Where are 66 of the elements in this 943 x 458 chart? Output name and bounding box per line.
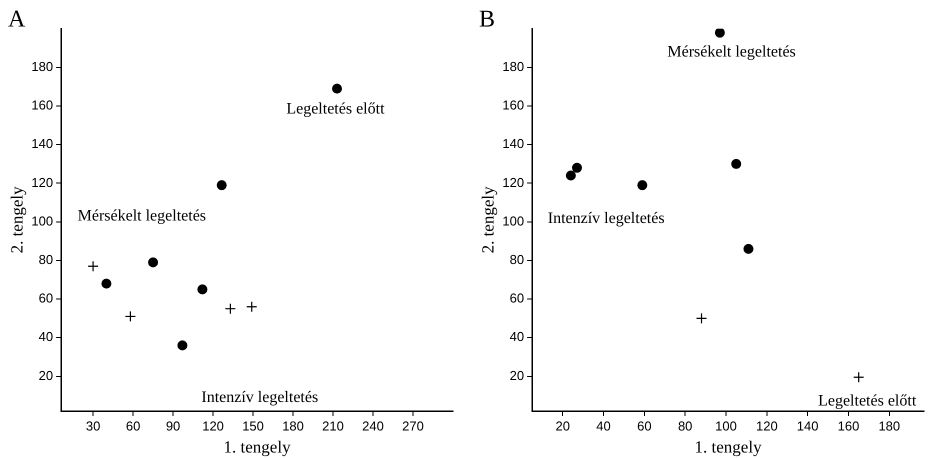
annotation: Intenzív legeltetés	[201, 388, 318, 406]
y-tick-label: 60	[38, 290, 54, 306]
point	[714, 28, 725, 38]
point	[87, 260, 99, 272]
annotation: Mérsékelt legeltetés	[78, 207, 206, 224]
y-tick-label: 180	[31, 58, 54, 74]
point	[216, 180, 227, 190]
x-tick-label: 20	[555, 418, 570, 434]
point	[124, 310, 136, 322]
x-tick-label: 240	[362, 418, 384, 434]
point	[197, 284, 208, 294]
point	[246, 301, 258, 312]
y-tick-label: 80	[510, 252, 524, 268]
x-tick-label: 120	[202, 418, 224, 434]
y-tick-label: 180	[502, 58, 524, 74]
y-tick-label: 20	[38, 368, 54, 383]
x-tick-label: 90	[166, 418, 180, 434]
y-axis-title: 2. tengely	[8, 186, 27, 254]
y-tick-label: 100	[31, 213, 54, 228]
y-tick-label: 160	[502, 98, 524, 113]
y-tick-label: 60	[510, 290, 524, 306]
y-tick-label: 20	[510, 368, 524, 383]
x-tick-label: 120	[756, 418, 778, 434]
point	[637, 180, 648, 190]
x-tick-label: 80	[678, 418, 692, 434]
annotation: Intenzív legeltetés	[548, 210, 665, 227]
y-tick-label: 120	[502, 174, 524, 190]
point	[332, 84, 342, 94]
point	[572, 162, 582, 173]
x-tick-label: 150	[242, 418, 264, 434]
point	[148, 257, 158, 268]
y-tick-label: 160	[31, 98, 54, 113]
x-tick-label: 180	[878, 418, 900, 434]
point	[101, 278, 112, 289]
point	[853, 372, 864, 383]
x-tick-label: 60	[637, 418, 652, 434]
y-tick-label: 140	[31, 136, 54, 152]
point	[696, 312, 708, 324]
x-axis-title: 1. tengely	[224, 437, 292, 456]
chart-title: A	[8, 6, 26, 33]
x-tick-label: 60	[126, 418, 140, 434]
point	[731, 158, 742, 169]
annotation: Mérsékelt legeltetés	[667, 43, 796, 60]
y-tick-label: 120	[31, 174, 54, 190]
y-tick-label: 40	[38, 329, 54, 344]
x-tick-label: 180	[282, 418, 304, 434]
y-tick-label: 40	[510, 329, 524, 344]
point	[224, 303, 236, 314]
annotation: Legeltetés előtt	[286, 100, 386, 118]
x-tick-label: 30	[86, 418, 100, 434]
y-tick-label: 140	[502, 136, 524, 152]
point	[177, 340, 188, 350]
y-tick-label: 80	[38, 252, 54, 268]
y-tick-label: 100	[502, 213, 524, 228]
x-tick-label: 160	[838, 418, 860, 434]
x-tick-label: 40	[596, 418, 611, 434]
y-axis-title: 2. tengely	[478, 186, 498, 254]
x-tick-label: 140	[796, 418, 819, 434]
x-axis-title: 1. tengely	[694, 437, 762, 456]
point	[743, 244, 754, 254]
x-tick-label: 270	[402, 418, 424, 434]
x-tick-label: 210	[322, 418, 344, 434]
point	[566, 170, 576, 181]
x-tick-label: 100	[715, 418, 737, 434]
chart-title: B	[479, 6, 496, 33]
annotation: Legeltetés előtt	[818, 392, 917, 410]
